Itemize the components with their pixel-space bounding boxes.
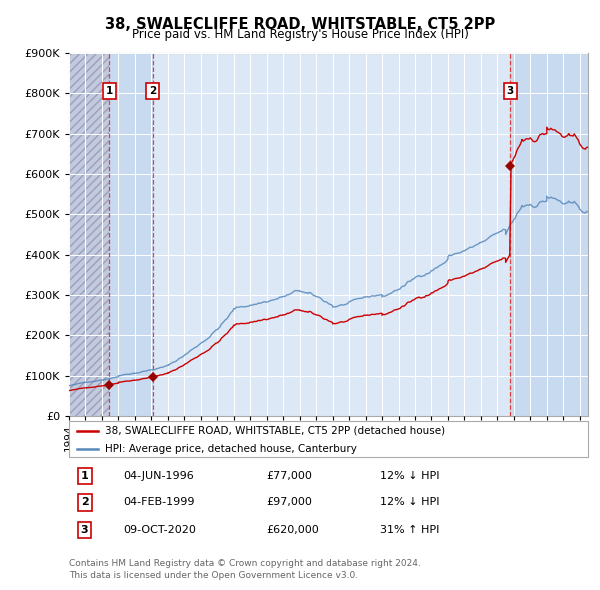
Text: 1: 1: [106, 86, 113, 96]
Text: 2: 2: [80, 497, 88, 507]
Text: 3: 3: [506, 86, 514, 96]
Text: 2: 2: [149, 86, 157, 96]
Text: £97,000: £97,000: [266, 497, 312, 507]
Text: Price paid vs. HM Land Registry's House Price Index (HPI): Price paid vs. HM Land Registry's House …: [131, 28, 469, 41]
Text: 38, SWALECLIFFE ROAD, WHITSTABLE, CT5 2PP (detached house): 38, SWALECLIFFE ROAD, WHITSTABLE, CT5 2P…: [106, 425, 445, 435]
Bar: [109, 53, 153, 416]
Text: 12% ↓ HPI: 12% ↓ HPI: [380, 471, 440, 481]
Text: 1: 1: [80, 471, 88, 481]
Text: 12% ↓ HPI: 12% ↓ HPI: [380, 497, 440, 507]
Text: HPI: Average price, detached house, Canterbury: HPI: Average price, detached house, Cant…: [106, 444, 357, 454]
Text: 04-JUN-1996: 04-JUN-1996: [124, 471, 194, 481]
Text: 3: 3: [81, 525, 88, 535]
Text: 31% ↑ HPI: 31% ↑ HPI: [380, 525, 440, 535]
Text: 38, SWALECLIFFE ROAD, WHITSTABLE, CT5 2PP: 38, SWALECLIFFE ROAD, WHITSTABLE, CT5 2P…: [105, 17, 495, 31]
Text: This data is licensed under the Open Government Licence v3.0.: This data is licensed under the Open Gov…: [69, 571, 358, 580]
Bar: [69, 53, 109, 416]
Text: 04-FEB-1999: 04-FEB-1999: [124, 497, 195, 507]
FancyBboxPatch shape: [69, 421, 588, 457]
Text: 09-OCT-2020: 09-OCT-2020: [124, 525, 196, 535]
Text: £77,000: £77,000: [266, 471, 312, 481]
Text: Contains HM Land Registry data © Crown copyright and database right 2024.: Contains HM Land Registry data © Crown c…: [69, 559, 421, 568]
Text: £620,000: £620,000: [266, 525, 319, 535]
Bar: [510, 53, 588, 416]
